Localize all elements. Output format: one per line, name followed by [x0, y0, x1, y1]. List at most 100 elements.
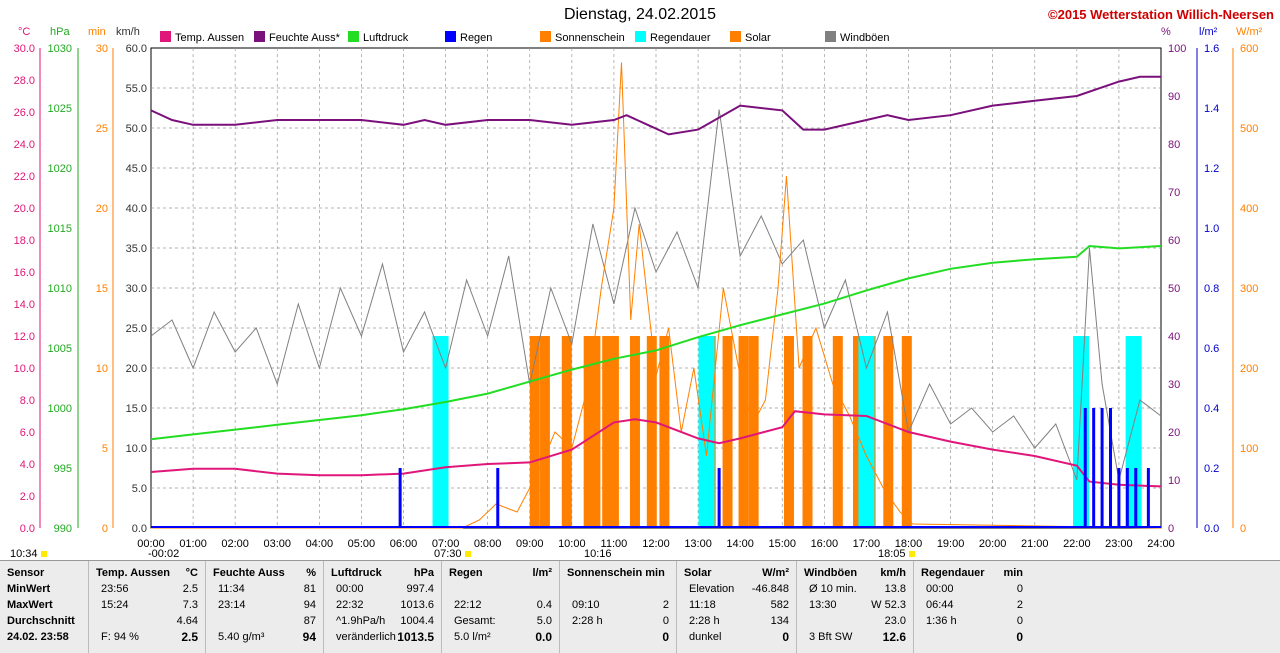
stats-cell-value: 0: [782, 630, 789, 644]
solar-tick-label: 400: [1240, 203, 1258, 215]
stats-header: Solar: [684, 567, 712, 579]
stats-cell-value: 2: [1016, 599, 1023, 611]
percent-tick-label: 60: [1168, 235, 1180, 247]
stats-cell-value: 4.64: [176, 615, 198, 627]
copyright-label: ©2015 Wetterstation Willich-Neersen: [1048, 7, 1274, 22]
pressure-tick-label: 1030: [48, 43, 72, 55]
chart-area: 30.0 28.0 26.0 24.0 22.0 20.0 18.0 16.0 14.0 12.0…: [14, 43, 1259, 550]
rain-tick-label: 0.4: [1204, 403, 1219, 415]
temperature-series: [150, 410, 1162, 488]
x-tick-label: 14:00: [726, 538, 754, 550]
unit-temp: °C: [18, 26, 31, 38]
unit-min: min: [88, 26, 106, 38]
minutes-tick-label: 25: [96, 123, 108, 135]
stats-cell-value: -46.848: [751, 583, 789, 595]
stats-cell-value: 997.4: [406, 583, 434, 595]
stats-rain-duration-col: Regendauer min 00:00 0 06:44 2 1:36 h 0 0: [913, 561, 1031, 653]
pressure-tick-label: 1005: [48, 343, 72, 355]
unit-kmh: km/h: [116, 26, 140, 38]
pressure-series: [150, 244, 1162, 441]
unit-lm2: l/m²: [1199, 26, 1218, 38]
rain-bar: [1092, 408, 1096, 528]
stats-sunshine-col: Sonnenschein min 09:10 2 2:28 h 0 0: [559, 561, 677, 653]
temp-tick-label: 22.0: [14, 171, 35, 183]
sunshine-bar: [539, 336, 550, 528]
x-tick-label: 03:00: [263, 538, 291, 550]
x-tick-label: 02:00: [221, 538, 249, 550]
kmh-tick-label: 25.0: [126, 323, 147, 335]
stats-cell-value: W 52.3: [871, 599, 906, 611]
stats-cell-label: 00:00: [926, 583, 954, 595]
temp-tick-label: 14.0: [14, 299, 35, 311]
kmh-tick-label: 40.0: [126, 203, 147, 215]
stats-unit: %: [306, 567, 316, 579]
x-tick-label: 23:00: [1105, 538, 1133, 550]
percent-tick-label: 40: [1168, 331, 1180, 343]
minutes-tick-label: 30: [96, 43, 108, 55]
rain-tick-label: 1.2: [1204, 163, 1219, 175]
kmh-tick-label: 45.0: [126, 163, 147, 175]
percent-tick-label: 20: [1168, 427, 1180, 439]
marker-1805: 18:05: [878, 548, 915, 560]
temp-tick-label: 28.0: [14, 75, 35, 87]
kmh-tick-label: 10.0: [126, 443, 147, 455]
x-tick-label: 00:00: [137, 538, 165, 550]
x-tick-label: 01:00: [179, 538, 207, 550]
x-tick-label: 13:00: [684, 538, 712, 550]
solar-tick-label: 100: [1240, 443, 1258, 455]
stats-cell-value: 94: [302, 630, 316, 644]
pressure-tick-label: 1020: [48, 163, 72, 175]
rain-bar: [717, 468, 721, 528]
stats-cell-value: 0: [1016, 583, 1023, 595]
stats-row-label: 24.02. 23:58: [7, 631, 69, 643]
stats-cell-label: 09:10: [572, 599, 600, 611]
pressure-tick-label: 990: [54, 523, 72, 535]
sunshine-bar: [590, 336, 601, 528]
marker-0002: -00:02: [148, 548, 180, 560]
temp-tick-label: 8.0: [20, 395, 35, 407]
stats-rain-col: Regen l/m² 22:12 0.4 Gesamt: 5.0 5.0 l/m² 0.0: [441, 561, 560, 653]
stats-row-label: Durchschnitt: [7, 615, 75, 627]
stats-cell-value: 0.4: [536, 599, 552, 611]
stats-cell-label: 22:32: [336, 599, 364, 611]
rain-tick-label: 0.6: [1204, 343, 1219, 355]
x-tick-label: 12:00: [642, 538, 670, 550]
stats-cell-label: F: 94 %: [101, 631, 139, 643]
stats-temp-col: Temp. Aussen °C 23:56 2.5 15:24 7.3 4.64 F: 94 …: [88, 561, 206, 653]
stats-cell-label: 23:56: [101, 583, 129, 595]
stats-cell-label: ^1.9hPa/h: [336, 615, 386, 627]
stats-header: Luftdruck: [331, 567, 382, 579]
kmh-tick-label: 50.0: [126, 123, 147, 135]
x-tick-label: 04:00: [306, 538, 334, 550]
stats-cell-value: 0: [1016, 615, 1023, 627]
percent-tick-label: 10: [1168, 475, 1180, 487]
sunshine-bar: [802, 336, 813, 528]
stats-cell-value: 1004.4: [400, 615, 434, 627]
legend-rain-duration: Regendauer: [635, 31, 711, 44]
stats-cell-label: 11:34: [218, 583, 245, 595]
stats-cell-value: 0: [662, 615, 669, 627]
stats-unit: °C: [185, 567, 198, 579]
marker-1034: 10:34: [10, 548, 47, 560]
stats-humidity-col: Feuchte Auss% 11:34 81 23:14 94 87 5.40 g/m³ 94: [205, 561, 324, 653]
sunshine-bar: [561, 336, 572, 528]
stats-cell-value: 0: [662, 630, 669, 644]
stats-cell-value: 2.5: [181, 630, 198, 644]
temp-tick-label: 6.0: [20, 427, 35, 439]
solar-tick-label: 500: [1240, 123, 1258, 135]
rain-tick-label: 0.8: [1204, 283, 1219, 295]
stats-cell-label: Elevation: [689, 583, 735, 595]
sunshine-bar: [783, 336, 794, 528]
stats-header: Feuchte Auss: [213, 567, 285, 579]
pressure-tick-label: 1010: [48, 283, 72, 295]
legend-humidity: Feuchte Auss*: [254, 31, 340, 44]
stats-cell-value: 2.5: [182, 583, 198, 595]
stats-cell-label: 11:18: [689, 599, 716, 611]
x-tick-label: 07:00: [432, 538, 460, 550]
solar-tick-label: 600: [1240, 43, 1258, 55]
kmh-tick-label: 30.0: [126, 283, 147, 295]
percent-tick-label: 0: [1168, 523, 1174, 535]
rain-tick-label: 1.4: [1204, 103, 1219, 115]
x-tick-label: 16:00: [811, 538, 839, 550]
stats-cell-label: 22:12: [454, 599, 482, 611]
